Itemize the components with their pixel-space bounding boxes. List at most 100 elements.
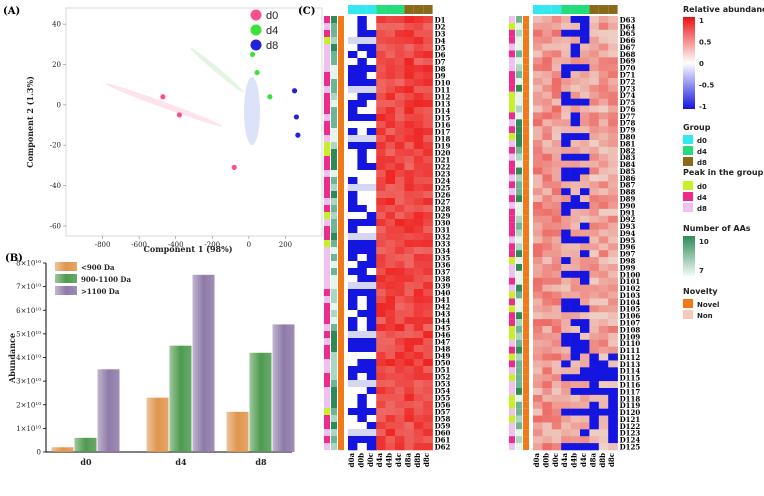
heatmap-cell [598, 16, 609, 24]
d8-point [291, 88, 298, 94]
peak-annotation-cell [509, 243, 515, 251]
heatmap-cell [376, 422, 386, 430]
heatmap-cell [376, 191, 386, 199]
row-label: D41 [435, 296, 451, 305]
heatmap-cell [570, 277, 581, 285]
row-label: D14 [435, 107, 451, 116]
heatmap-cell [366, 261, 377, 269]
heatmap-cell [542, 305, 553, 313]
aa-annotation-cell [516, 443, 522, 450]
heatmap-cell [570, 436, 581, 444]
novelty-annotation-cell [338, 191, 344, 198]
heatmap-cell [423, 44, 433, 52]
heatmap-cell [357, 247, 368, 255]
heatmap-cell [542, 346, 553, 354]
heatmap-cell [570, 64, 581, 72]
heatmap-cell [533, 29, 543, 37]
novelty-annotation-cell [338, 44, 344, 51]
peak-annotation-cell [509, 236, 515, 244]
heatmap-cell [423, 387, 433, 395]
heatmap-cell [542, 29, 553, 37]
peak-annotation-cell [324, 401, 330, 408]
aa-annotation-cell [516, 339, 522, 347]
heatmap-cell [413, 79, 424, 87]
heatmap-cell [413, 58, 424, 66]
heatmap-cell [570, 105, 581, 113]
heatmap-cell [608, 422, 618, 430]
heatmap-cell [598, 408, 609, 416]
heatmap-cell [366, 226, 377, 234]
aa-annotation-cell [331, 233, 337, 240]
heatmap-cell [533, 22, 543, 31]
heatmap-cell [404, 359, 415, 367]
heatmap-cell [376, 296, 386, 304]
heatmap-cell [385, 352, 396, 360]
heatmap-cell [533, 243, 543, 251]
heatmap-cell [357, 107, 368, 115]
heatmap-cell [533, 408, 543, 416]
heatmap-cell [589, 319, 600, 327]
aa-annotation-cell [331, 30, 337, 37]
heatmap-cell [395, 58, 405, 66]
heatmap-cell [608, 264, 618, 272]
heatmap-cell [551, 195, 562, 203]
heatmap-cell [376, 79, 386, 87]
heatmap-cell [413, 338, 424, 346]
heatmap-cell [580, 353, 590, 361]
peak-annotation-cell [324, 205, 330, 212]
novelty-annotation-cell [338, 86, 344, 93]
heatmap-cell [395, 429, 405, 437]
heatmap-cell [357, 170, 368, 178]
heatmap-cell [404, 324, 415, 332]
peak-annotation-cell [509, 29, 515, 37]
row-label: D77 [620, 112, 636, 121]
heatmap-cell [423, 72, 433, 80]
heatmap-cell [551, 188, 562, 196]
peak-annotation-cell [324, 408, 330, 415]
aa-annotation-cell [331, 324, 337, 331]
row-label: D11 [435, 86, 451, 95]
novelty-annotation-cell [338, 338, 344, 345]
heatmap-cell [551, 84, 562, 93]
heatmap-cell [366, 296, 377, 304]
heatmap-cell [385, 86, 396, 94]
aa-annotation-cell [516, 64, 522, 72]
heatmap-cell [404, 212, 415, 220]
heatmap-cell [608, 105, 618, 113]
heatmap-cell [348, 72, 358, 80]
peak-annotation-cell [509, 346, 515, 354]
novelty-annotation-cell [338, 296, 344, 303]
heatmap-cell [376, 163, 386, 171]
heatmap-cell [413, 16, 424, 24]
heatmap-cell [570, 126, 581, 134]
heatmap-cell [413, 219, 424, 227]
heatmap-cell [413, 387, 424, 395]
heatmap-cell [551, 140, 562, 148]
heatmap-cell [551, 346, 562, 354]
row-label: D86 [620, 174, 636, 183]
heatmap-cell [561, 160, 571, 168]
heatmap-cell [598, 312, 609, 320]
heatmap-cell [404, 30, 415, 38]
heatmap-cell [423, 429, 433, 437]
group-legend-swatch [683, 146, 693, 155]
heatmap-cell [551, 43, 562, 51]
heatmap-cell [413, 65, 424, 73]
aa-annotation-cell [331, 177, 337, 184]
heatmap-cell [395, 16, 405, 24]
aa-annotation-cell [516, 243, 522, 251]
heatmap-cell [385, 422, 396, 430]
row-label: D27 [435, 198, 451, 207]
heatmap-cell [561, 119, 571, 127]
heatmap-cell [580, 346, 590, 354]
heatmap-cell [385, 289, 396, 297]
novelty-annotation-cell [523, 250, 529, 258]
heatmap-cell [542, 112, 553, 120]
aa-annotation-cell [331, 205, 337, 212]
heatmap-cell [608, 133, 618, 141]
peak-annotation-cell [509, 277, 515, 285]
peak-annotation-cell [324, 429, 330, 436]
row-label: D5 [435, 44, 446, 53]
novelty-annotation-cell [338, 436, 344, 443]
heatmap-cell [423, 310, 433, 318]
